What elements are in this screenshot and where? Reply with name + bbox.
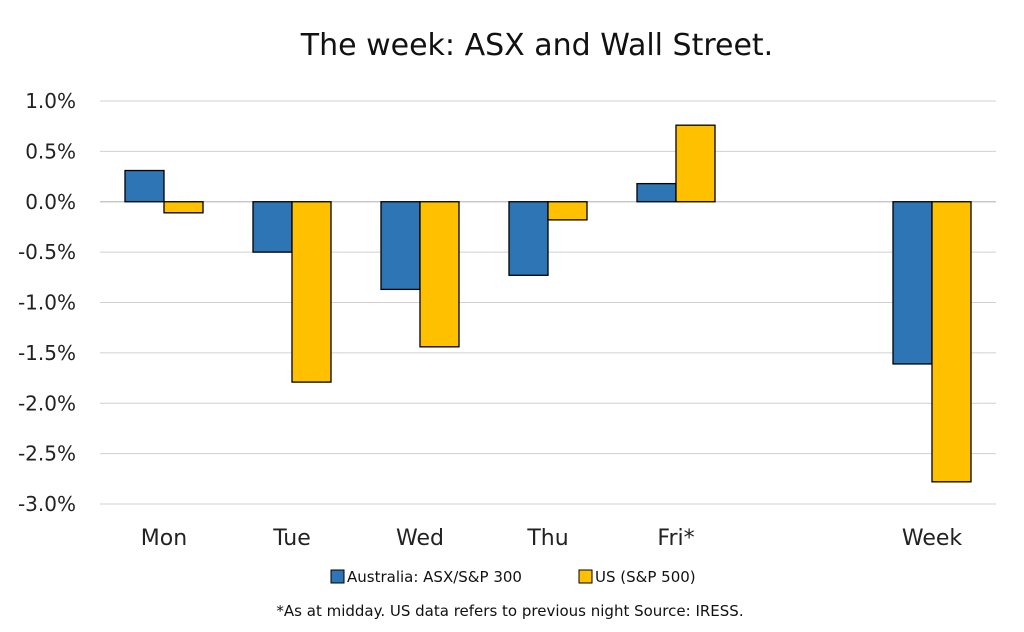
- legend-label-us: US (S&P 500): [595, 568, 696, 586]
- bar-australia: [380, 201, 421, 291]
- bar-australia: [124, 169, 165, 203]
- bar-us: [547, 201, 588, 221]
- legend-swatch-australia: [330, 569, 345, 584]
- y-tick-label: -0.5%: [18, 240, 76, 264]
- y-tick-label: -2.0%: [18, 391, 76, 415]
- footnote: *As at midday. US data refers to previou…: [276, 602, 743, 620]
- y-tick-label: -1.5%: [18, 341, 76, 365]
- bar-us: [291, 201, 332, 383]
- bar-australia: [508, 201, 549, 276]
- y-tick-label: 1.0%: [25, 89, 76, 113]
- x-axis-categories: Mon Tue Wed Thu Fri* Week: [141, 526, 963, 551]
- bar-us: [163, 201, 204, 214]
- chart-title: The week: ASX and Wall Street.: [300, 28, 773, 63]
- bar-australia: [892, 201, 933, 365]
- gridlines: [100, 100, 996, 505]
- bar-us: [675, 124, 716, 203]
- x-category-label: Mon: [141, 526, 187, 551]
- legend-swatch-us: [578, 569, 593, 584]
- bar-us: [419, 201, 460, 348]
- legend: Australia: ASX/S&P 300 US (S&P 500): [330, 568, 696, 586]
- y-axis-ticks: 1.0% 0.5% 0.0% -0.5% -1.0% -1.5% -2.0% -2.5% -3.…: [18, 89, 76, 516]
- x-category-label: Tue: [272, 526, 311, 551]
- x-category-label: Week: [902, 526, 963, 551]
- y-tick-label: -3.0%: [18, 492, 76, 516]
- y-tick-label: 0.5%: [25, 139, 76, 163]
- y-tick-label: -2.5%: [18, 442, 76, 466]
- bar-australia: [252, 201, 293, 253]
- x-category-label: Wed: [396, 526, 444, 551]
- bar-australia: [636, 182, 677, 203]
- x-category-label: Fri*: [657, 526, 694, 551]
- y-tick-label: 0.0%: [25, 190, 76, 214]
- legend-label-australia: Australia: ASX/S&P 300: [347, 568, 522, 586]
- bars: [124, 124, 972, 483]
- bar-us: [931, 201, 972, 483]
- y-tick-label: -1.0%: [18, 291, 76, 315]
- x-category-label: Thu: [526, 526, 568, 551]
